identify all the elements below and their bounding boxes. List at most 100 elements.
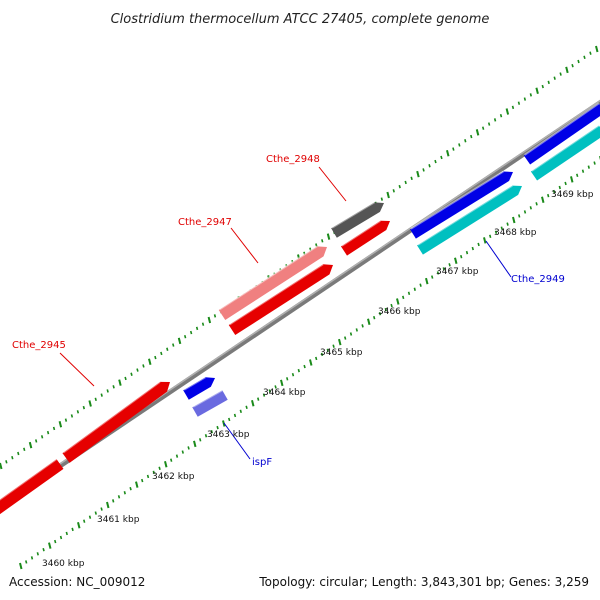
- gene-feature-ispf-highlight: [192, 389, 223, 408]
- outer-tick-minor: [464, 139, 467, 143]
- inner-tick-minor: [30, 556, 34, 560]
- gene-label-cthe-2949[interactable]: Cthe_2949: [511, 274, 565, 285]
- outer-tick-minor: [100, 393, 103, 397]
- gene-label-cthe-2948[interactable]: Cthe_2948: [266, 154, 320, 165]
- gene-feature-cthe-2948b[interactable]: [340, 220, 390, 256]
- outer-tick-minor: [517, 101, 521, 105]
- inner-tick-major: [425, 277, 429, 285]
- scale-label-3460: 3460 kbp: [42, 559, 85, 569]
- outer-tick-minor: [23, 447, 26, 452]
- inner-tick-minor: [71, 527, 74, 532]
- gene-feature-cthe-2948[interactable]: [331, 202, 384, 238]
- outer-tick-minor: [398, 184, 401, 189]
- inner-tick-major: [570, 176, 574, 183]
- leader-cthe-2949: [485, 240, 512, 278]
- gene-feature-cthe-2947b-highlight: [229, 263, 324, 326]
- gene-feature-cthe-2947b[interactable]: [228, 264, 333, 336]
- inner-tick-minor: [494, 230, 498, 234]
- gene-feature-reverse[interactable]: [183, 377, 215, 400]
- inner-tick-minor: [146, 474, 150, 479]
- gene-feature-forward-highlight: [0, 458, 58, 501]
- gene-feature-reverse-4[interactable]: [530, 125, 600, 181]
- inner-tick-minor: [83, 519, 86, 523]
- outer-tick-minor: [571, 63, 574, 68]
- leader-cthe-2948: [318, 166, 347, 202]
- outer-tick-minor: [589, 51, 592, 55]
- inner-tick-minor: [257, 397, 260, 401]
- inner-tick-minor: [59, 535, 63, 540]
- outer-tick-minor: [195, 326, 199, 331]
- inner-tick-minor: [581, 169, 585, 173]
- gene-feature-cthe-2945-highlight: [62, 381, 161, 454]
- outer-tick-minor: [82, 405, 86, 410]
- outer-tick-minor: [553, 76, 556, 80]
- outer-tick-minor: [392, 189, 395, 193]
- outer-tick-major: [535, 87, 539, 94]
- inner-tick-minor: [274, 385, 277, 389]
- gene-feature-cthe-2947-highlight: [219, 245, 318, 311]
- inner-tick-minor: [471, 246, 474, 251]
- outer-tick-minor: [183, 335, 187, 339]
- outer-tick-minor: [64, 418, 68, 422]
- label-leaders: [59, 166, 512, 460]
- gene-feature-reverse-highlight: [183, 376, 206, 391]
- inner-tick-minor: [326, 348, 329, 352]
- inner-tick-major: [338, 338, 342, 346]
- outer-tick-minor: [499, 114, 503, 118]
- inner-tick-minor: [262, 393, 266, 397]
- inner-tick-minor: [291, 373, 295, 377]
- gene-feature-reverse-2[interactable]: [410, 171, 513, 239]
- inner-tick-minor: [112, 499, 115, 503]
- gene-feature-reverse-3[interactable]: [523, 103, 600, 165]
- gene-feature-cthe-2949-highlight: [417, 184, 513, 246]
- gene-feature-cthe-2947[interactable]: [218, 246, 327, 321]
- inner-tick-major: [454, 257, 458, 264]
- inner-tick-minor: [332, 344, 335, 348]
- gene-label-ispf[interactable]: ispF: [252, 457, 272, 468]
- leader-cthe-2945: [59, 352, 95, 387]
- gene-feature-forward[interactable]: [0, 459, 64, 516]
- inner-tick-minor: [355, 328, 358, 332]
- outer-tick-major: [148, 358, 152, 365]
- inner-tick-minor: [523, 210, 527, 214]
- inner-tick-minor: [419, 283, 422, 287]
- inner-tick-minor: [187, 446, 190, 450]
- outer-tick-minor: [201, 322, 205, 326]
- inner-tick-minor: [129, 486, 132, 491]
- inner-tick-minor: [36, 552, 39, 556]
- outer-tick-minor: [315, 243, 318, 247]
- outer-tick-minor: [70, 414, 74, 418]
- inner-tick-minor: [100, 507, 103, 511]
- gene-feature-cthe-2949[interactable]: [417, 185, 522, 255]
- inner-tick-minor: [576, 173, 579, 177]
- inner-tick-minor: [286, 377, 289, 381]
- gene-feature-ispf[interactable]: [192, 390, 228, 417]
- outer-tick-minor: [547, 80, 550, 85]
- inner-tick-major: [367, 318, 371, 326]
- inner-tick-minor: [373, 316, 376, 320]
- outer-tick-minor: [470, 134, 473, 139]
- inner-tick-minor: [233, 413, 237, 418]
- outer-tick-major: [58, 421, 63, 428]
- gene-label-cthe-2945[interactable]: Cthe_2945: [12, 340, 66, 351]
- scale-label-3463: 3463 kbp: [207, 430, 250, 440]
- inner-tick-minor: [344, 336, 347, 340]
- outer-tick-major: [0, 462, 3, 470]
- outer-tick-minor: [452, 147, 455, 151]
- outer-tick-major: [416, 170, 420, 178]
- outer-tick-minor: [380, 197, 384, 201]
- scale-label-3462: 3462 kbp: [152, 472, 195, 482]
- outer-tick-minor: [172, 343, 175, 347]
- inner-tick-minor: [384, 307, 387, 312]
- outer-tick-minor: [458, 143, 461, 147]
- gene-label-cthe-2947[interactable]: Cthe_2947: [178, 217, 232, 228]
- gene-feature-reverse-2-highlight: [410, 170, 504, 230]
- inner-tick-minor: [315, 356, 318, 361]
- inner-tick-major: [106, 501, 110, 509]
- inner-tick-minor: [216, 425, 219, 430]
- gene-feature-cthe-2945[interactable]: [62, 381, 170, 463]
- outer-tick-minor: [422, 168, 425, 172]
- inner-tick-major: [19, 562, 23, 570]
- outer-tick-major: [207, 316, 212, 324]
